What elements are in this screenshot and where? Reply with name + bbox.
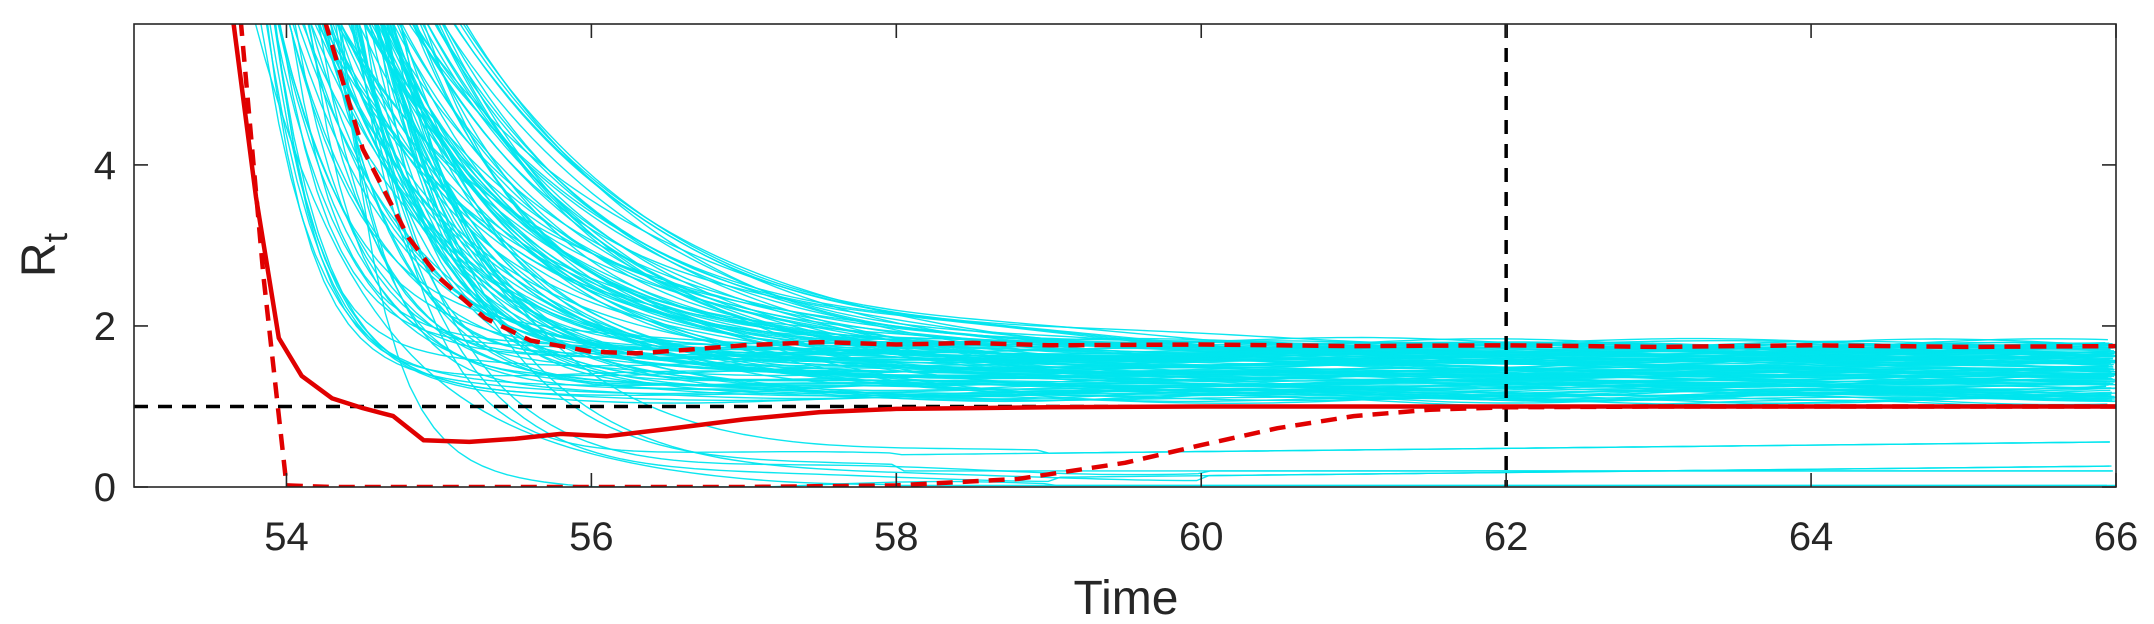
sample-trajectory-line bbox=[314, 24, 2111, 388]
y-axis-label-main: R bbox=[13, 242, 66, 277]
sample-trajectory-line bbox=[392, 24, 2109, 368]
sample-trajectory-line bbox=[368, 24, 2114, 358]
sample-trajectory-line bbox=[373, 24, 2111, 397]
x-axis-label: Time bbox=[1074, 572, 1179, 624]
sample-trajectory-line bbox=[388, 24, 2113, 372]
sample-trajectory-line bbox=[297, 24, 2116, 381]
sample-trajectory-line bbox=[382, 24, 2112, 482]
sample-trajectory-line bbox=[412, 24, 2109, 361]
sample-trajectory-line bbox=[383, 24, 2114, 349]
sample-trajectory-line bbox=[303, 24, 2115, 359]
sample-trajectory-line bbox=[266, 24, 2116, 395]
tick-labels: 54 56 58 60 62 64 66 0 2 4 bbox=[94, 144, 2139, 559]
x-tick-label: 60 bbox=[1179, 515, 1224, 559]
sample-trajectory-line bbox=[381, 24, 2112, 383]
upper-bound-line bbox=[323, 24, 2116, 356]
sample-trajectory-line bbox=[353, 24, 2116, 364]
sample-trajectory-line bbox=[423, 24, 2116, 358]
y-tick-label: 2 bbox=[94, 305, 116, 349]
sample-trajectory-line bbox=[332, 24, 2113, 366]
sample-trajectory-line bbox=[356, 24, 2107, 392]
sample-trajectory-line bbox=[339, 24, 2113, 406]
plot-frame bbox=[133, 23, 2117, 488]
sample-trajectory-line bbox=[465, 24, 2110, 367]
sample-trajectory-line bbox=[389, 24, 2111, 454]
axes bbox=[133, 23, 2117, 488]
sample-trajectory-line bbox=[392, 24, 2116, 378]
sample-trajectory-line bbox=[294, 24, 2110, 364]
y-axis-label-subscript: t bbox=[37, 232, 75, 242]
sample-trajectory-line bbox=[335, 24, 2112, 378]
sample-trajectory-line bbox=[387, 24, 2112, 357]
sample-trajectory-line bbox=[321, 24, 2114, 375]
median-line bbox=[231, 24, 2116, 445]
sample-trajectory-line bbox=[459, 24, 2110, 361]
sample-trajectory-line bbox=[364, 24, 2116, 375]
sample-trajectory-line bbox=[356, 24, 2108, 402]
x-tick-label: 58 bbox=[874, 515, 919, 559]
sample-trajectory-line bbox=[273, 24, 2113, 388]
sample-trajectory-line bbox=[419, 24, 2114, 362]
sample-trajectory-line bbox=[373, 24, 2109, 371]
y-axis-label: Rt bbox=[13, 232, 75, 277]
sample-trajectory-line bbox=[340, 24, 2108, 356]
sample-trajectory-line bbox=[376, 24, 2113, 398]
sample-trajectory-line bbox=[355, 24, 2116, 355]
sample-trajectory-line bbox=[321, 24, 2114, 370]
x-tick-label: 56 bbox=[569, 515, 614, 559]
x-tick-label: 64 bbox=[1789, 515, 1834, 559]
sample-trajectory-line bbox=[408, 24, 2110, 355]
x-tick-label: 66 bbox=[2094, 515, 2139, 559]
sample-trajectory-line bbox=[381, 24, 2113, 360]
sample-trajectory-line bbox=[442, 24, 2106, 362]
y-tick-label: 0 bbox=[94, 466, 116, 510]
sample-trajectory-line bbox=[340, 24, 2116, 487]
sample-trajectory-line bbox=[308, 24, 2108, 359]
sample-trajectory-line bbox=[329, 24, 2109, 369]
sample-trajectory-line bbox=[319, 24, 2111, 364]
sample-trajectory-line bbox=[385, 24, 2109, 366]
sample-trajectories bbox=[254, 24, 2116, 487]
sample-trajectory-line bbox=[412, 24, 2113, 348]
sample-trajectory-line bbox=[400, 24, 2116, 385]
sample-trajectory-line bbox=[374, 24, 2109, 378]
sample-trajectory-line bbox=[436, 24, 2114, 378]
sample-trajectory-line bbox=[441, 24, 2107, 386]
sample-trajectory-line bbox=[273, 24, 2111, 367]
sample-trajectory-line bbox=[421, 24, 2115, 378]
sample-trajectory-line bbox=[365, 24, 2116, 353]
x-tick-label: 54 bbox=[264, 515, 309, 559]
sample-trajectory-line bbox=[383, 24, 2112, 472]
y-tick-label: 4 bbox=[94, 144, 116, 188]
sample-trajectory-line bbox=[269, 24, 2106, 397]
sample-trajectory-line bbox=[336, 24, 2109, 356]
sample-trajectory-line bbox=[411, 24, 2106, 349]
sample-trajectory-line bbox=[379, 24, 2116, 376]
x-tick-label: 62 bbox=[1484, 515, 1529, 559]
